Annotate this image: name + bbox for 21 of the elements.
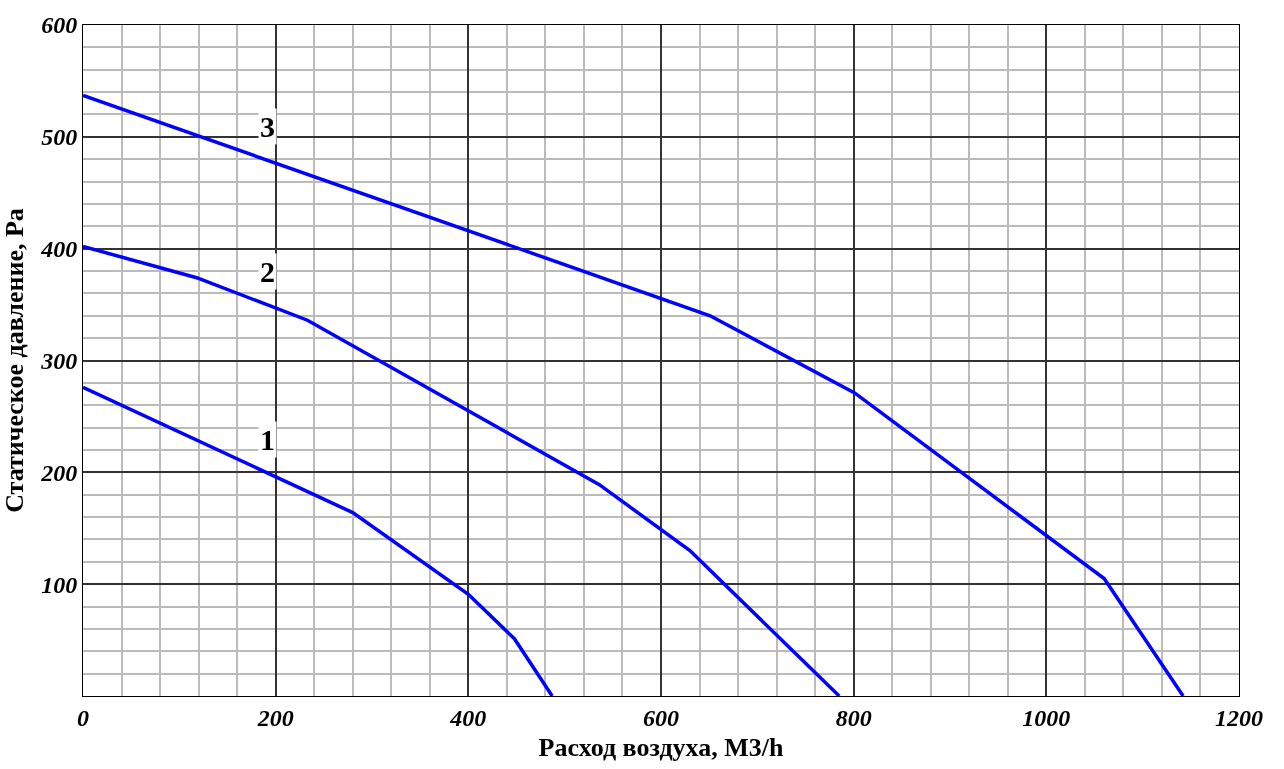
x-axis-title: Расход воздуха, М3/h <box>538 733 784 763</box>
line-series <box>83 93 1185 696</box>
x-tick-label: 400 <box>449 704 487 731</box>
line-series <box>83 385 554 696</box>
y-tick-label: 600 <box>41 12 78 39</box>
x-tick-label: 1200 <box>1215 704 1263 731</box>
y-tick-label: 300 <box>40 347 78 374</box>
series-label: 3 <box>260 110 275 143</box>
line-series <box>83 244 841 696</box>
series-label: 2 <box>260 255 275 288</box>
x-tick-label: 1000 <box>1022 704 1071 731</box>
y-tick-label: 200 <box>40 459 78 486</box>
x-tick-label: 200 <box>256 704 294 731</box>
x-tick-label: 0 <box>77 704 89 731</box>
x-tick-label: 800 <box>835 704 872 731</box>
y-axis-title: Статическое давление, Ра <box>0 208 29 513</box>
y-tick-label: 100 <box>41 571 78 598</box>
series-label: 1 <box>260 423 275 456</box>
x-tick-label: 600 <box>643 704 679 731</box>
y-tick-label: 500 <box>41 124 78 151</box>
y-tick-label: 400 <box>40 236 78 263</box>
